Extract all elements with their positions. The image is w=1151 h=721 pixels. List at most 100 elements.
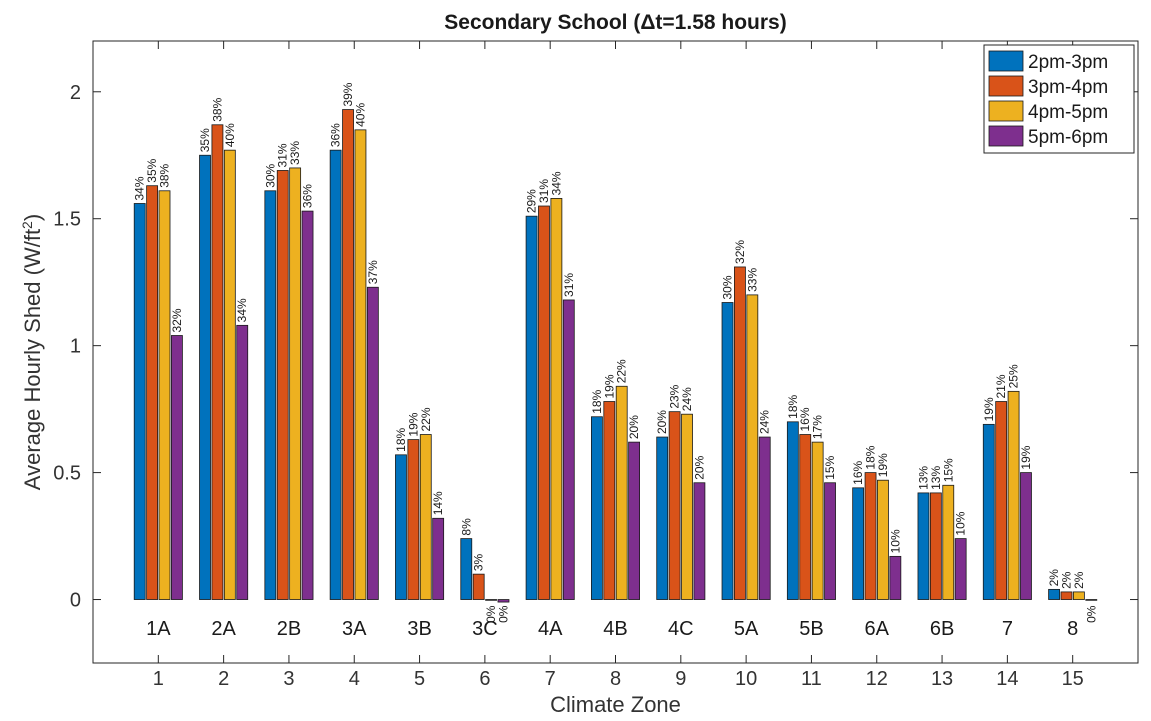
bar-data-label: 29%	[525, 189, 539, 213]
bar	[419, 434, 432, 600]
bar	[1007, 390, 1020, 600]
x-tick-label: 12	[866, 668, 888, 690]
bar-data-label: 34%	[235, 298, 249, 322]
chart-title: Secondary School (Δt=1.58 hours)	[444, 11, 786, 34]
legend-label: 4pm-5pm	[1028, 102, 1108, 123]
bar-data-label: 35%	[145, 158, 159, 182]
y-tick-label: 2	[70, 82, 81, 104]
zone-label: 2B	[277, 618, 301, 640]
bar-data-label: 18%	[590, 389, 604, 413]
bar-data-label: 14%	[431, 491, 445, 515]
bar-data-label: 30%	[721, 275, 735, 299]
x-tick-label: 11	[801, 668, 822, 690]
bar	[982, 423, 995, 600]
bar	[460, 538, 473, 600]
bar	[211, 124, 224, 600]
bar-data-label: 39%	[341, 82, 355, 106]
bar	[693, 482, 706, 600]
y-axis-label: Average Hourly Shed (W/ft2)	[19, 214, 45, 490]
bar	[811, 441, 824, 600]
bar-data-label: 19%	[406, 412, 420, 436]
bar	[758, 436, 771, 600]
bar-data-label: 0%	[484, 605, 498, 623]
plot-area: 0 0.5 1 1.5 2 1 1A 2 2A 3 2B 4 3A 5 3B 6 3C 7 4A 8 4B 9 4C 10 5A…	[53, 40, 1139, 690]
bar	[917, 492, 930, 600]
bar-data-label: 10%	[954, 511, 968, 535]
bar-data-label: 10%	[888, 529, 902, 553]
bar-data-label: 20%	[627, 415, 641, 439]
x-tick-label: 4	[349, 668, 360, 690]
bar	[942, 484, 955, 600]
bar	[864, 472, 877, 600]
bar	[133, 203, 146, 600]
legend-label: 5pm-6pm	[1028, 127, 1108, 148]
legend-label: 3pm-4pm	[1028, 77, 1108, 98]
bar-data-label: 34%	[549, 171, 563, 195]
bar	[1072, 591, 1085, 600]
legend-swatch	[988, 100, 1024, 122]
bar	[1060, 591, 1073, 600]
bar-data-label: 18%	[864, 445, 878, 469]
bar-data-label: 17%	[811, 415, 825, 439]
bar	[721, 302, 734, 600]
zone-label: 6B	[930, 618, 954, 640]
bar-data-label: 40%	[353, 103, 367, 127]
bar-data-label: 31%	[537, 179, 551, 203]
x-tick-label: 9	[675, 668, 686, 690]
zone-label: 3C	[472, 618, 498, 640]
bar-data-label: 25%	[1007, 364, 1021, 388]
bar	[171, 335, 183, 600]
zone-label: 6A	[865, 618, 890, 640]
bar-data-label: 19%	[982, 397, 996, 421]
bar	[525, 215, 538, 600]
bar	[668, 411, 681, 600]
bar	[329, 149, 342, 600]
bar-data-label: 18%	[394, 427, 408, 451]
legend-swatch	[988, 75, 1024, 97]
zone-label: 4A	[538, 618, 563, 640]
zone-label: 7	[1002, 618, 1013, 640]
x-tick-label: 13	[931, 668, 953, 690]
zone-label: 3B	[407, 618, 431, 640]
x-tick-label: 1	[153, 668, 164, 690]
bar-data-label: 22%	[419, 407, 433, 431]
bar	[799, 434, 812, 600]
axes-box	[92, 40, 1139, 664]
bar	[954, 538, 967, 600]
bar	[786, 421, 799, 600]
bar-data-label: 32%	[170, 308, 184, 332]
bar-data-label: 0%	[496, 605, 510, 623]
bar-data-label: 30%	[263, 163, 277, 187]
zone-label: 3A	[342, 618, 367, 640]
bar	[656, 436, 669, 600]
bar	[223, 149, 236, 600]
bar-data-label: 2%	[1047, 569, 1061, 587]
zone-label: 5A	[734, 618, 759, 640]
bar	[276, 170, 289, 600]
x-tick-label: 3	[283, 668, 294, 690]
bar	[236, 324, 249, 600]
x-tick-label: 15	[1062, 668, 1084, 690]
legend-label: 2pm-3pm	[1028, 52, 1108, 73]
bar	[591, 416, 603, 600]
bar	[264, 190, 277, 600]
bar-data-label: 38%	[210, 97, 224, 121]
bar	[472, 573, 485, 600]
bar	[432, 517, 445, 600]
bar-data-label: 35%	[198, 128, 212, 152]
bar	[407, 439, 420, 600]
y-tick-label: 1.5	[53, 209, 81, 231]
x-tick-label: 6	[479, 668, 490, 690]
bar	[354, 129, 367, 600]
bar-data-label: 2%	[1059, 571, 1073, 589]
bar-data-label: 38%	[158, 163, 172, 187]
bar	[995, 401, 1008, 600]
bar-data-label: 31%	[562, 273, 576, 297]
zone-label: 5B	[799, 618, 823, 640]
bar	[1085, 599, 1098, 601]
bar	[497, 599, 510, 603]
x-tick-label: 14	[996, 668, 1018, 690]
bar	[342, 109, 354, 600]
bar-data-label: 13%	[929, 466, 943, 490]
